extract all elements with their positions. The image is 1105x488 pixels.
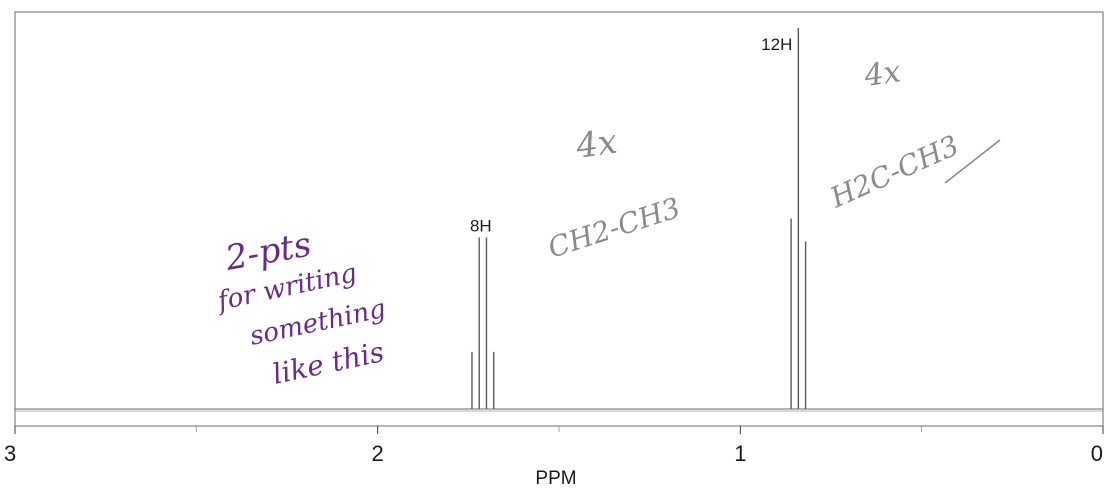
x-tick-label: 1 — [734, 441, 746, 466]
methyl-formula: H2C-CH3 — [825, 129, 964, 215]
x-tick-label: 2 — [372, 441, 384, 466]
integration-label: 12H — [761, 35, 792, 54]
methylene-count: 4x — [573, 122, 620, 167]
methyl-underline — [944, 139, 1001, 184]
plot-frame — [14, 11, 1104, 427]
x-tick-label: 0 — [1091, 441, 1103, 466]
integration-label: 8H — [470, 217, 492, 236]
spectrum-peaks — [471, 28, 807, 409]
x-axis-ticks: 3 2 1 0 — [4, 426, 1104, 466]
x-tick-label: 3 — [4, 441, 16, 466]
handwritten-grading-note: 2-pts for writing something like this — [213, 225, 388, 391]
methylene-annotation: 4x CH2-CH3 — [544, 122, 684, 265]
methyl-annotation: 4x H2C-CH3 — [825, 54, 1001, 215]
methyl-count: 4x — [861, 54, 903, 94]
x-axis-label: PPM — [535, 468, 576, 488]
methylene-formula: CH2-CH3 — [544, 191, 684, 265]
integration-labels: 8H 12H — [470, 35, 792, 236]
